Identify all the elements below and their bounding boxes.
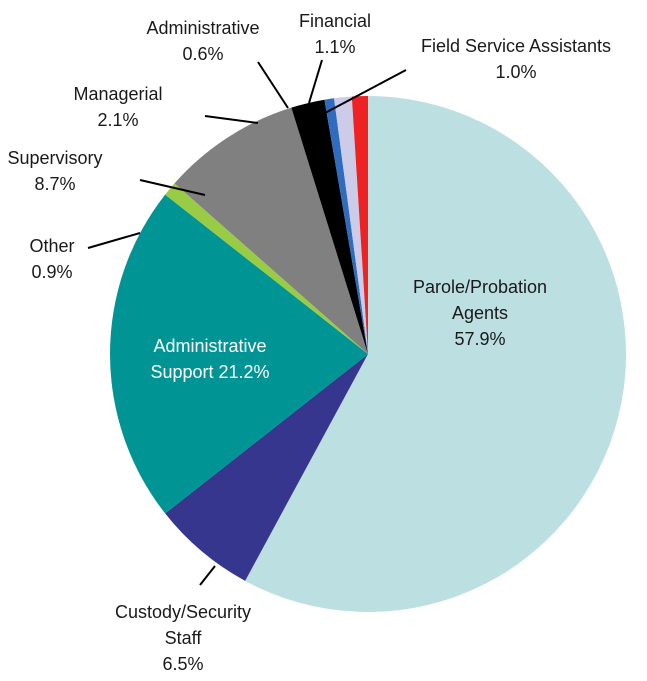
slice-label-financial: Financial 1.1% <box>299 11 371 57</box>
slice-label-line: 0.9% <box>31 262 72 282</box>
slice-label-line: 8.7% <box>34 174 75 194</box>
pie-slice-administrative <box>324 98 368 355</box>
slice-label-line: Staff <box>165 628 203 648</box>
leader-line-financial <box>308 59 323 104</box>
pie-slice-parole-probation-agents <box>245 96 627 613</box>
slice-label-line: Agents <box>452 303 508 323</box>
leader-lines <box>87 59 407 586</box>
slice-label-line: Support 21.2% <box>150 362 269 382</box>
slice-labels: Parole/Probation Agents 57.9% Custody/Secur… <box>7 11 611 674</box>
pie-slice-managerial <box>291 99 368 354</box>
leader-line-supervisory <box>139 179 206 196</box>
slice-label-line: Supervisory <box>7 148 102 168</box>
pie-slices <box>110 96 627 613</box>
slice-label-line: 6.5% <box>162 654 203 674</box>
slice-label-parole-probation-agents: Parole/Probation Agents 57.9% <box>413 277 547 349</box>
slice-label-line: Financial <box>299 11 371 31</box>
slice-label-field-service-assistants: Field Service Assistants 1.0% <box>421 36 611 82</box>
pie-slice-administrative-support <box>110 194 368 514</box>
slice-label-line: Parole/Probation <box>413 277 547 297</box>
slice-label-managerial: Managerial 2.1% <box>73 84 162 130</box>
slice-label-other: Other 0.9% <box>29 236 74 282</box>
slice-label-administrative-support: Administrative Support 21.2% <box>150 336 269 382</box>
slice-label-custody-security-staff: Custody/Security Staff 6.5% <box>115 602 251 674</box>
pie-slice-supervisory <box>174 107 368 354</box>
slice-label-administrative: Administrative 0.6% <box>146 18 259 64</box>
leader-line-other <box>87 232 141 249</box>
slice-label-line: Administrative <box>146 18 259 38</box>
leader-line-custody-security-staff <box>199 565 216 586</box>
leader-line-managerial <box>204 115 259 124</box>
pie-slice-field-service-assistants <box>351 96 368 354</box>
slice-label-line: 1.0% <box>495 62 536 82</box>
pie-slice-custody-security-staff <box>165 354 368 581</box>
leader-line-administrative <box>257 61 289 109</box>
leader-line-field-service-assistants <box>324 69 407 114</box>
slice-label-line: 2.1% <box>97 110 138 130</box>
slice-label-line: Custody/Security <box>115 602 251 622</box>
slice-label-line: Administrative <box>153 336 266 356</box>
slice-label-line: 1.1% <box>314 37 355 57</box>
slice-label-line: 57.9% <box>454 329 505 349</box>
slice-label-line: 0.6% <box>182 44 223 64</box>
pie-slice-other <box>165 183 368 354</box>
slice-label-line: Other <box>29 236 74 256</box>
slice-label-line: Managerial <box>73 84 162 104</box>
slice-label-supervisory: Supervisory 8.7% <box>7 148 102 194</box>
pie-slice-financial <box>334 96 368 354</box>
slice-label-line: Field Service Assistants <box>421 36 611 56</box>
